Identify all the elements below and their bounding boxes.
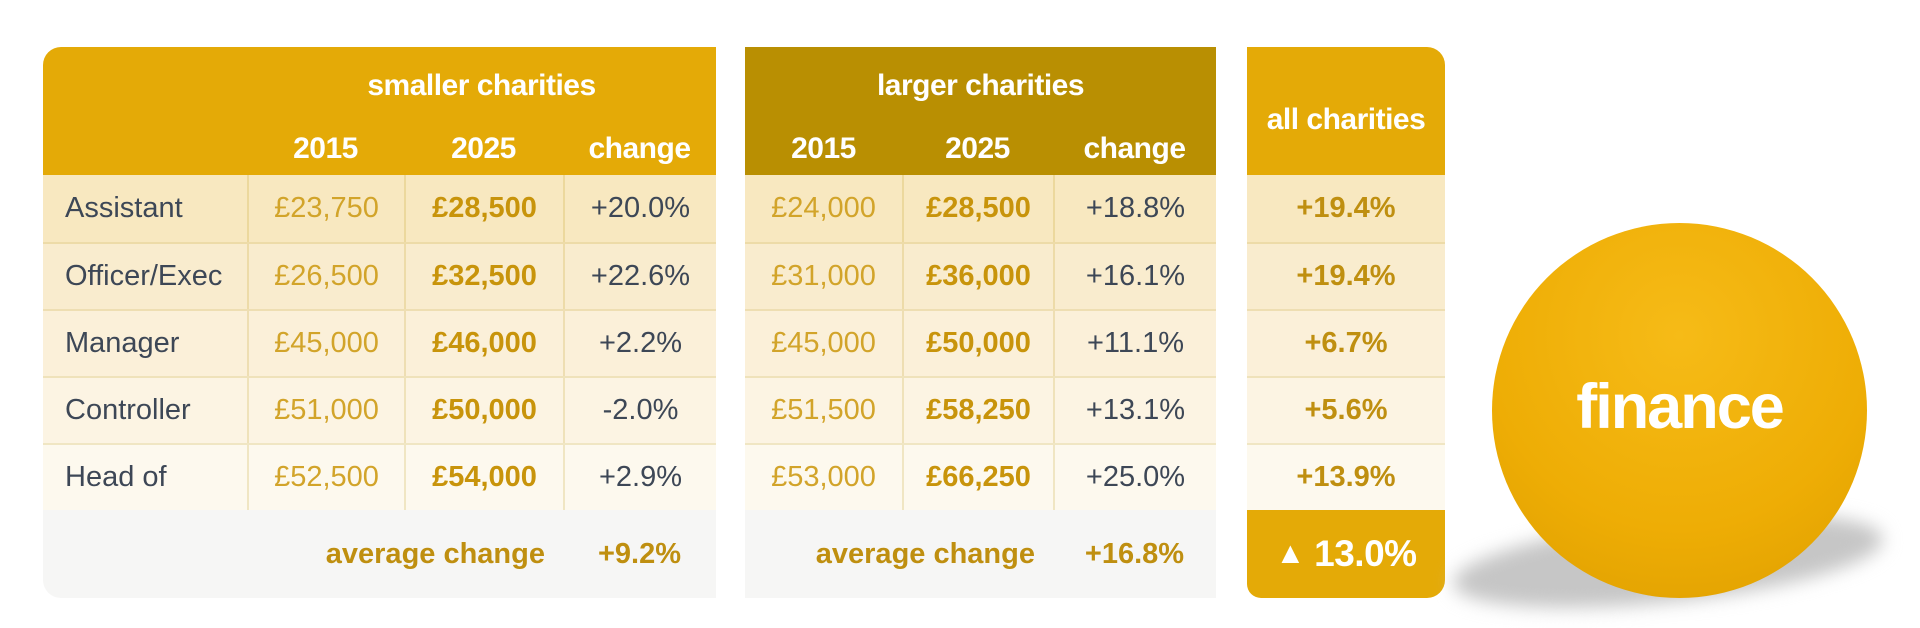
table-row: £51,500 £58,250 +13.1% [745,376,1216,443]
larger-charities-table: larger charities 2015 2025 change £24,00… [745,47,1216,598]
col-header-2015: 2015 [791,132,856,165]
col-header-change: change [1083,132,1186,165]
salary-2025: £36,000 [902,244,1053,309]
salary-2015: £53,000 [771,461,876,493]
table-row: +6.7% [1247,309,1445,376]
table-row: +13.9% [1247,443,1445,510]
salary-2015: £52,500 [247,445,404,510]
all-charities-column: all charities +19.4% +19.4% +6.7% +5.6% … [1247,47,1445,598]
larger-average-row: average change +16.8% [745,510,1216,598]
table-row: £53,000 £66,250 +25.0% [745,443,1216,510]
salary-2015: £45,000 [247,311,404,376]
table-row: £45,000 £50,000 +11.1% [745,309,1216,376]
change-value: +20.0% [563,175,716,242]
change-value: +2.2% [563,311,716,376]
table-row: £24,000 £28,500 +18.8% [745,175,1216,242]
all-charities-header: all charities [1247,47,1445,175]
table-row: +5.6% [1247,376,1445,443]
all-average-value: 13.0% [1314,533,1417,574]
all-change-value: +5.6% [1304,394,1388,426]
row-label: Officer/Exec [65,260,223,292]
change-value: +16.1% [1053,244,1216,309]
table-row: +19.4% [1247,242,1445,309]
change-value: +11.1% [1053,311,1216,376]
salary-2025: £54,000 [404,445,563,510]
change-value: +25.0% [1053,445,1216,510]
change-value: +22.6% [563,244,716,309]
col-header-change: change [588,132,691,165]
all-change-value: +19.4% [1296,260,1396,292]
all-average-cell: ▲ 13.0% [1247,510,1445,598]
salary-2015: £24,000 [771,192,876,224]
smaller-year-header-row: 2015 2025 change [43,127,716,171]
smaller-charities-table: smaller charities 2015 2025 change Assis… [43,47,716,598]
salary-2015: £26,500 [247,244,404,309]
salary-2015: £51,000 [247,378,404,443]
smaller-average-row: average change +9.2% [43,510,716,598]
table-row: Head of £52,500 £54,000 +2.9% [43,443,716,510]
group-title-all: all charities [1266,103,1426,136]
row-label: Head of [65,461,167,493]
up-triangle-icon: ▲ [1275,537,1306,570]
salary-2025: £28,500 [902,175,1053,242]
salary-2025: £50,000 [404,378,563,443]
table-row: Assistant £23,750 £28,500 +20.0% [43,175,716,242]
table-row: Controller £51,000 £50,000 -2.0% [43,376,716,443]
col-header-2025: 2025 [451,132,516,165]
group-title-larger: larger charities [876,69,1085,102]
col-header-2015: 2015 [293,132,358,165]
salary-2015: £51,500 [771,394,876,426]
salary-2015: £45,000 [771,327,876,359]
all-change-value: +19.4% [1296,192,1396,224]
table-row: Manager £45,000 £46,000 +2.2% [43,309,716,376]
smaller-charities-header: smaller charities 2015 2025 change [43,47,716,175]
salary-2025: £58,250 [902,378,1053,443]
finance-badge: finance [1492,223,1867,598]
average-change-label: average change [815,537,1035,570]
table-row: £31,000 £36,000 +16.1% [745,242,1216,309]
row-label: Manager [65,327,180,359]
salary-2015: £31,000 [771,260,876,292]
change-value: +2.9% [563,445,716,510]
change-value: +13.1% [1053,378,1216,443]
salary-2025: £66,250 [902,445,1053,510]
table-row: Officer/Exec £26,500 £32,500 +22.6% [43,242,716,309]
all-change-value: +6.7% [1304,327,1388,359]
row-label: Controller [65,394,191,426]
salary-2015: £23,750 [247,175,404,242]
larger-charities-header: larger charities 2015 2025 change [745,47,1216,175]
all-change-value: +13.9% [1296,461,1396,493]
salary-2025: £28,500 [404,175,563,242]
change-value: +18.8% [1053,175,1216,242]
col-header-2025: 2025 [945,132,1010,165]
change-value: -2.0% [563,378,716,443]
finance-badge-label: finance [1576,371,1785,442]
salary-2025: £32,500 [404,244,563,309]
salary-2025: £50,000 [902,311,1053,376]
row-label: Assistant [65,192,183,224]
table-row: +19.4% [1247,175,1445,242]
average-change-value: +16.8% [1084,537,1185,570]
average-change-label: average change [325,537,545,570]
group-title-smaller: smaller charities [367,69,596,102]
average-change-value: +9.2% [597,537,682,570]
larger-year-header-row: 2015 2025 change [745,127,1216,171]
salary-2025: £46,000 [404,311,563,376]
